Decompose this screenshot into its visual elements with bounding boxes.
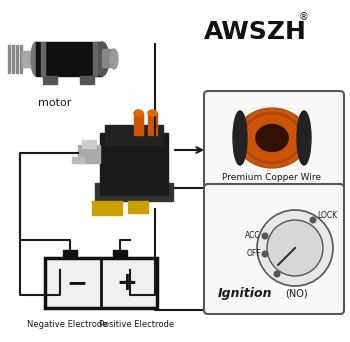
Bar	[43, 76, 57, 84]
Text: ACC: ACC	[245, 232, 261, 240]
Bar	[105, 125, 163, 145]
Bar	[92, 201, 122, 215]
Bar	[80, 76, 94, 84]
Bar	[20, 45, 22, 73]
Text: Negative Electrode: Negative Electrode	[27, 320, 107, 329]
Circle shape	[262, 251, 268, 257]
Ellipse shape	[245, 116, 299, 160]
Circle shape	[262, 233, 268, 239]
Ellipse shape	[233, 111, 247, 165]
Bar	[128, 201, 148, 213]
Bar	[95, 183, 173, 201]
Bar	[93, 42, 97, 76]
Bar	[12, 45, 14, 73]
Text: (NO): (NO)	[285, 288, 308, 298]
Ellipse shape	[247, 117, 297, 159]
Text: motor: motor	[38, 98, 72, 108]
Circle shape	[274, 271, 280, 277]
Bar	[82, 140, 96, 148]
Bar	[16, 45, 18, 73]
Text: Ignition: Ignition	[218, 287, 273, 300]
Ellipse shape	[256, 124, 288, 152]
Bar	[113, 250, 127, 258]
Circle shape	[267, 220, 323, 276]
Bar	[102, 49, 114, 67]
Text: AWSZH: AWSZH	[204, 20, 307, 44]
Bar	[22, 51, 36, 67]
Bar	[72, 157, 84, 163]
Text: Premium Copper Wire: Premium Copper Wire	[223, 173, 322, 183]
Ellipse shape	[95, 42, 109, 76]
Bar	[8, 45, 10, 73]
Bar	[36, 42, 102, 76]
Ellipse shape	[236, 108, 308, 168]
Text: −: −	[66, 271, 88, 295]
Ellipse shape	[31, 42, 41, 76]
Text: ®: ®	[299, 12, 309, 22]
Bar	[45, 258, 157, 308]
FancyBboxPatch shape	[204, 91, 344, 189]
Ellipse shape	[241, 113, 303, 163]
Ellipse shape	[134, 110, 143, 116]
Bar	[63, 250, 77, 258]
Bar	[78, 145, 100, 163]
Circle shape	[310, 217, 316, 223]
Text: Positive Electrode: Positive Electrode	[99, 320, 175, 329]
Ellipse shape	[110, 49, 118, 69]
Bar	[148, 113, 157, 135]
Ellipse shape	[148, 110, 157, 116]
Text: OFF: OFF	[246, 250, 261, 259]
Bar	[41, 42, 45, 76]
Ellipse shape	[297, 111, 311, 165]
Text: +: +	[117, 271, 138, 295]
Circle shape	[257, 210, 333, 286]
FancyBboxPatch shape	[204, 184, 344, 314]
Bar	[134, 113, 143, 135]
Text: LOCK: LOCK	[317, 211, 337, 221]
Bar	[100, 133, 168, 195]
